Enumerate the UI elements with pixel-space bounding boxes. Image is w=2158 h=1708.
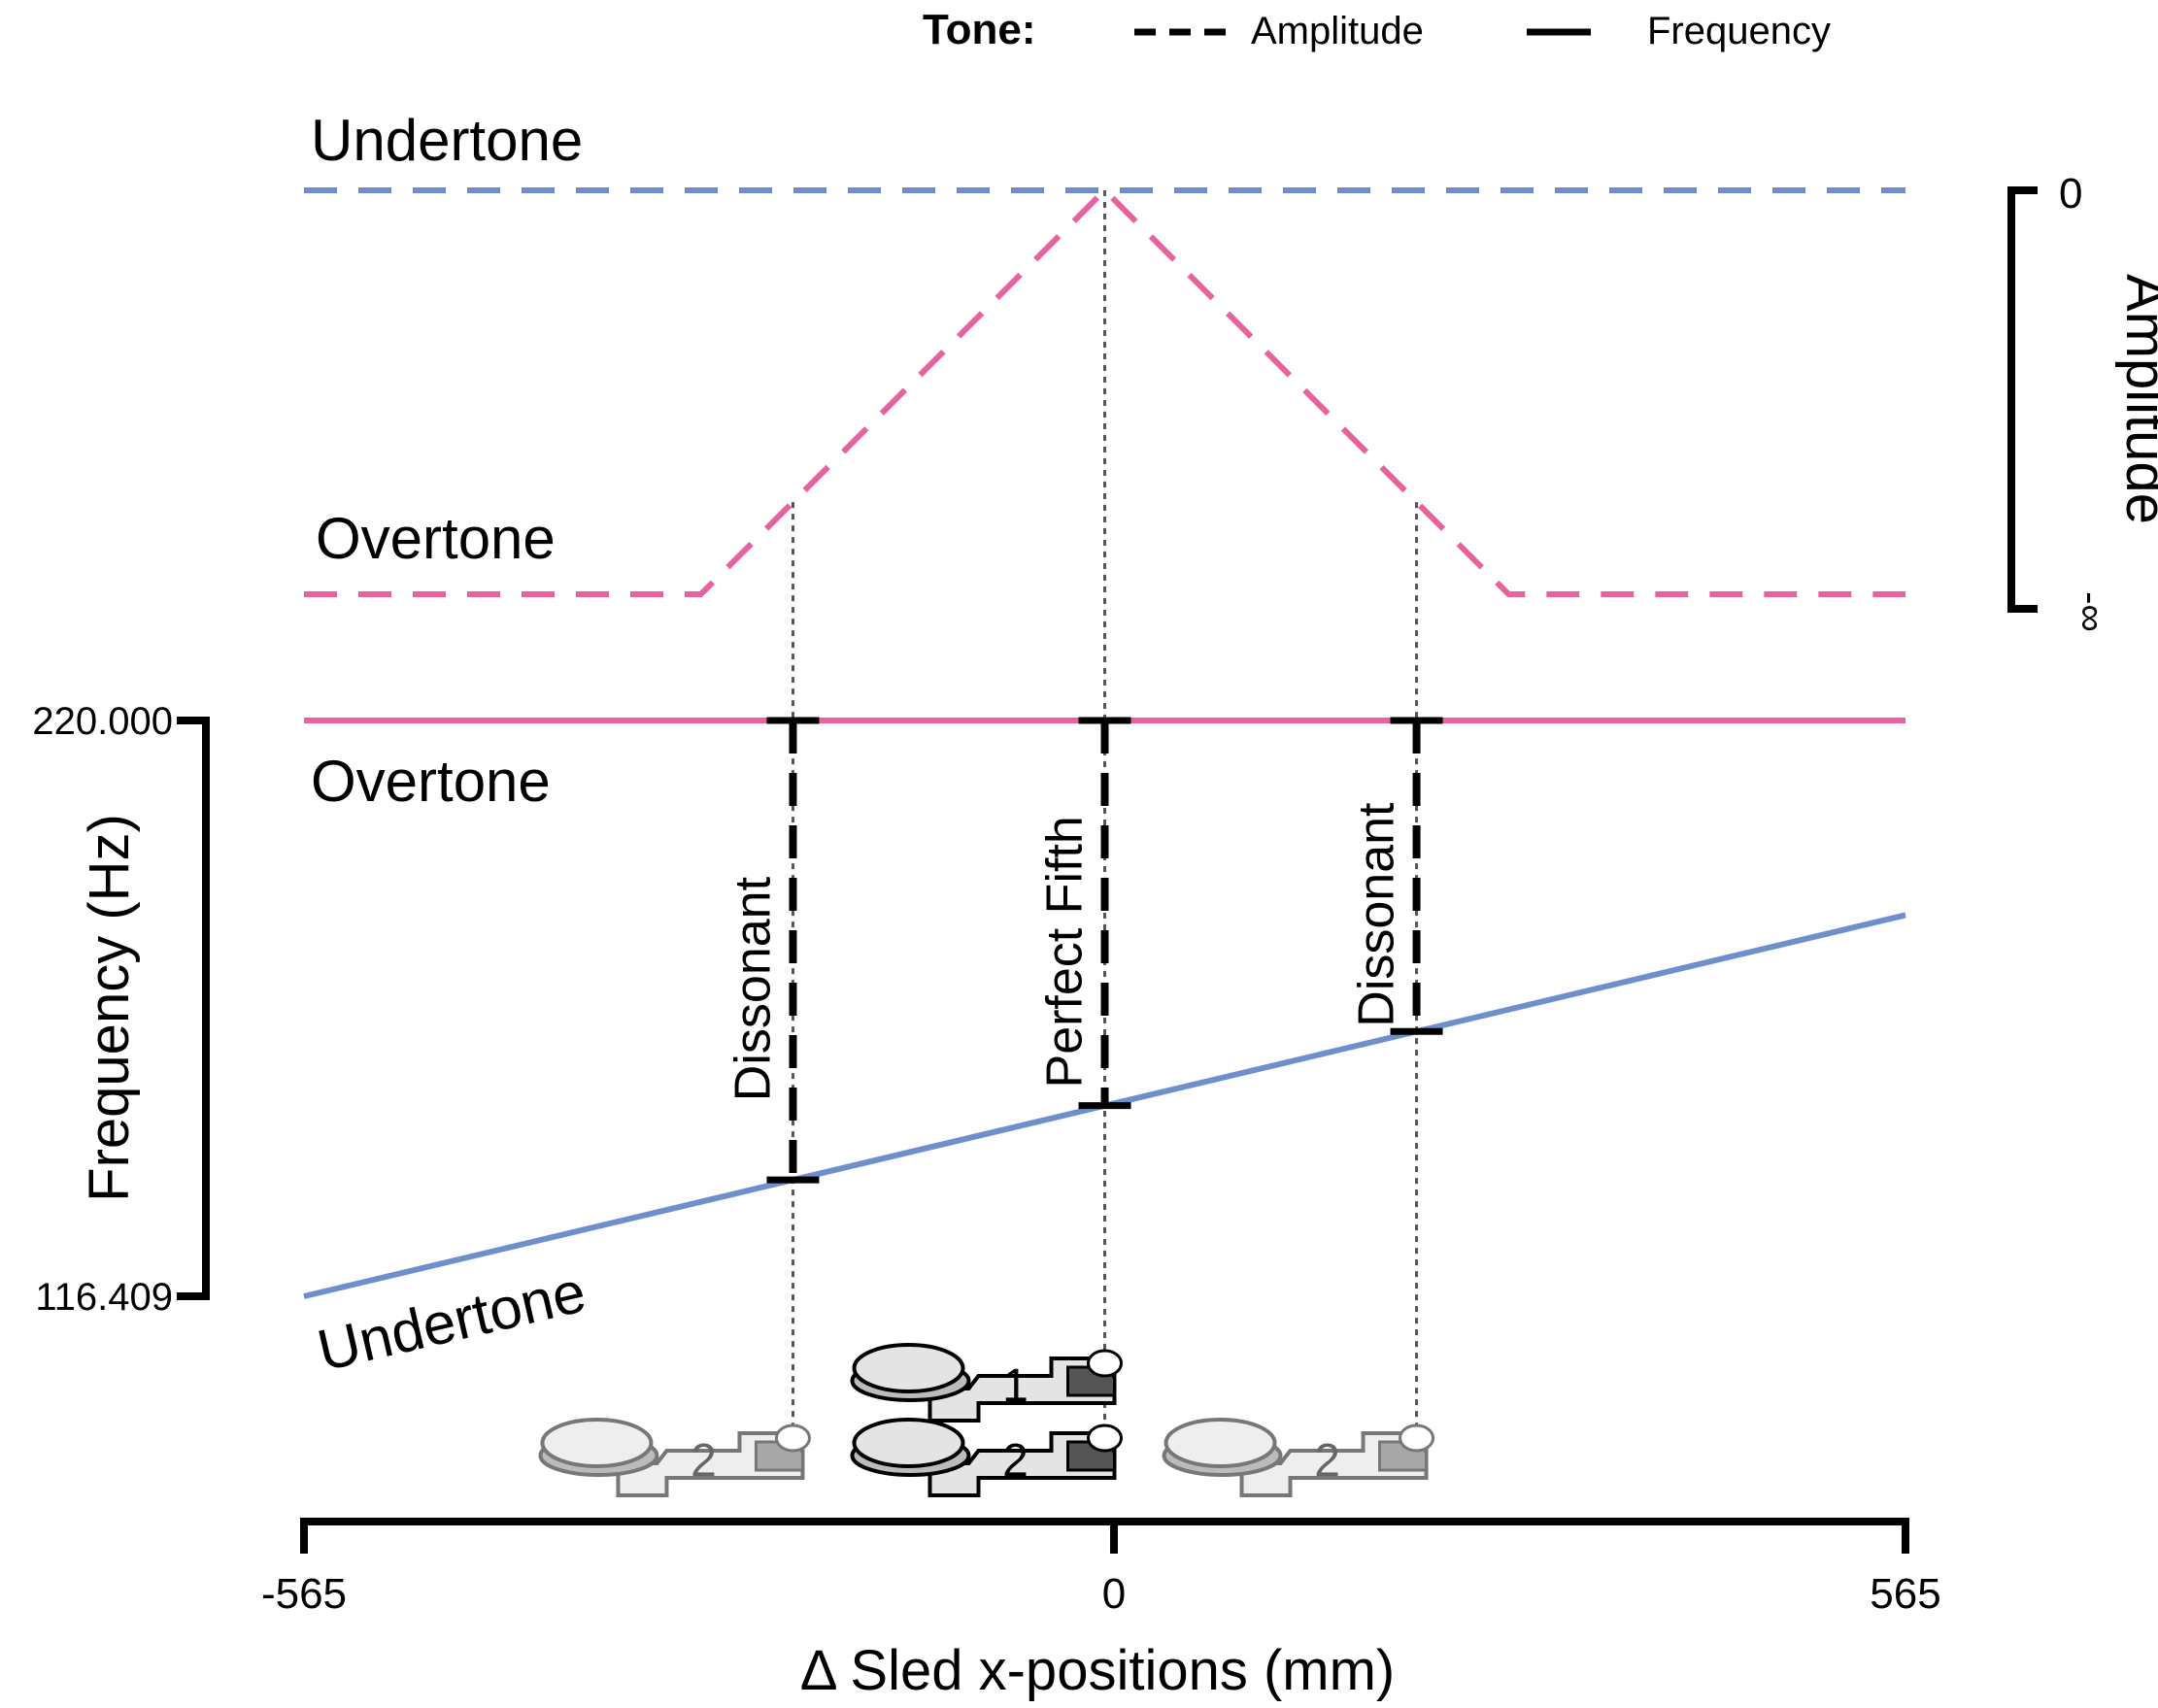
x-tick-max: 565 — [1870, 1570, 1940, 1618]
sled-bottom-right: 2 — [1162, 1418, 1435, 1497]
sled-bowl — [852, 1418, 965, 1468]
label-overtone-frequency: Overtone — [311, 749, 551, 814]
interval-markers: Dissonant Perfect Fifth Dissonant — [725, 717, 1443, 1184]
legend-title: Tone: — [923, 6, 1036, 53]
sled-bottom-left: 2 — [538, 1418, 811, 1497]
sled-bowl — [540, 1418, 654, 1468]
label-undertone-frequency: Undertone — [312, 1258, 591, 1383]
interval-label-1: Dissonant — [725, 876, 781, 1101]
sled-number: 2 — [1314, 1435, 1340, 1487]
frequency-tick-top: 220.000 — [32, 700, 173, 743]
label-undertone-amplitude: Undertone — [311, 108, 583, 173]
x-axis: -565 0 565 Δ Sled x-positions (mm) — [261, 1518, 1941, 1702]
legend-amplitude-label: Amplitude — [1251, 10, 1424, 52]
sled-number: 2 — [691, 1435, 717, 1487]
series-labels: Undertone Overtone Overtone Undertone — [311, 108, 591, 1384]
sled-illustrations: 1 2 2 2 — [538, 1343, 1435, 1497]
x-tick-min: -565 — [261, 1570, 347, 1618]
sled-number: 1 — [1002, 1360, 1028, 1412]
sled-knob — [1399, 1423, 1435, 1453]
guide-lines — [791, 190, 1419, 1432]
amplitude-tick-top: 0 — [2059, 170, 2082, 218]
frequency-axis: 220.000 116.409 Frequency (Hz) — [32, 700, 210, 1319]
sled-knob — [1087, 1423, 1123, 1453]
frequency-tick-bottom: 116.409 — [35, 1276, 173, 1319]
legend-frequency-label: Frequency — [1647, 10, 1831, 52]
sled-top-center: 1 — [850, 1343, 1123, 1423]
interval-label-3: Dissonant — [1349, 802, 1405, 1027]
amplitude-axis-label: Amplitude — [2114, 274, 2158, 524]
interval-label-2: Perfect Fifth — [1037, 816, 1094, 1088]
sled-knob — [1087, 1349, 1123, 1378]
sled-bowl — [1163, 1418, 1277, 1468]
label-overtone-amplitude: Overtone — [316, 506, 556, 571]
amplitude-tick-bottom: -∞ — [2070, 591, 2112, 632]
sled-bowl — [852, 1343, 965, 1393]
x-tick-zero: 0 — [1102, 1570, 1126, 1618]
amplitude-axis: 0 -∞ Amplitude — [2007, 170, 2158, 632]
sled-bottom-center: 2 — [850, 1418, 1123, 1497]
frequency-axis-label: Frequency (Hz) — [78, 814, 141, 1202]
x-axis-label: Δ Sled x-positions (mm) — [800, 1639, 1395, 1702]
sled-knob — [774, 1423, 811, 1453]
sled-number: 2 — [1002, 1435, 1028, 1487]
